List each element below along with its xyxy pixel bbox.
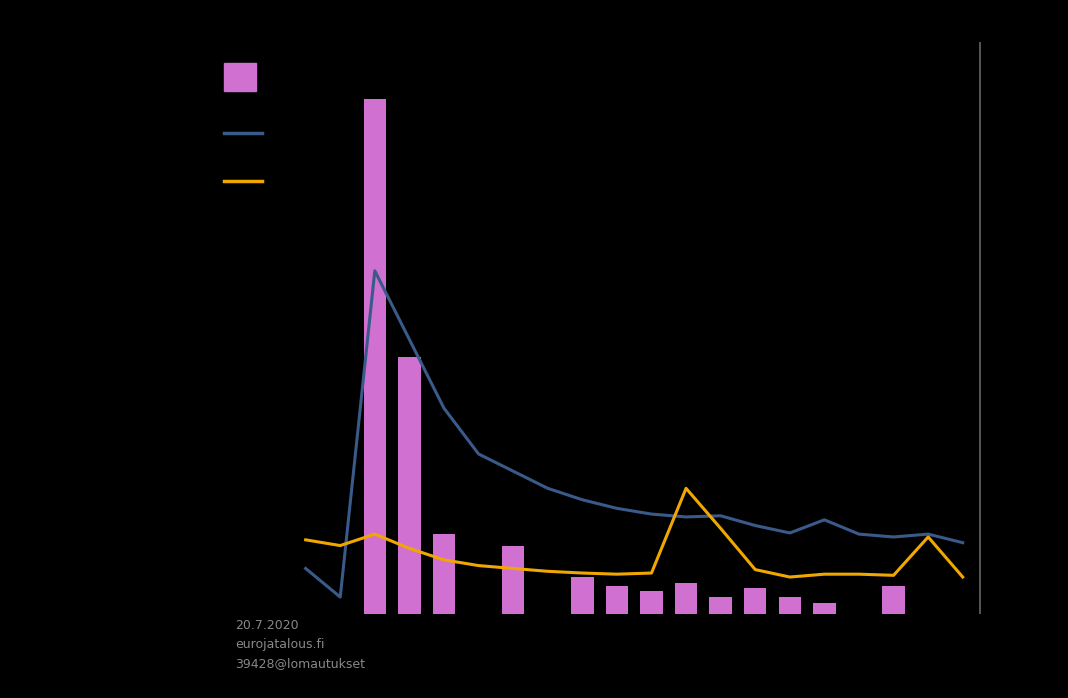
Bar	[709, 597, 732, 614]
Bar	[675, 583, 697, 614]
Bar	[398, 357, 421, 614]
Bar	[433, 534, 455, 614]
Bar	[813, 603, 835, 614]
Bar	[640, 591, 663, 614]
Bar	[606, 586, 628, 614]
Bar	[744, 588, 767, 614]
Bar	[882, 586, 905, 614]
Text: 20.7.2020
eurojatalous.fi
39428@lomautukset: 20.7.2020 eurojatalous.fi 39428@lomautuk…	[235, 619, 365, 670]
Bar	[779, 597, 801, 614]
Bar	[502, 546, 524, 614]
Bar	[363, 99, 386, 614]
Bar	[571, 577, 594, 614]
